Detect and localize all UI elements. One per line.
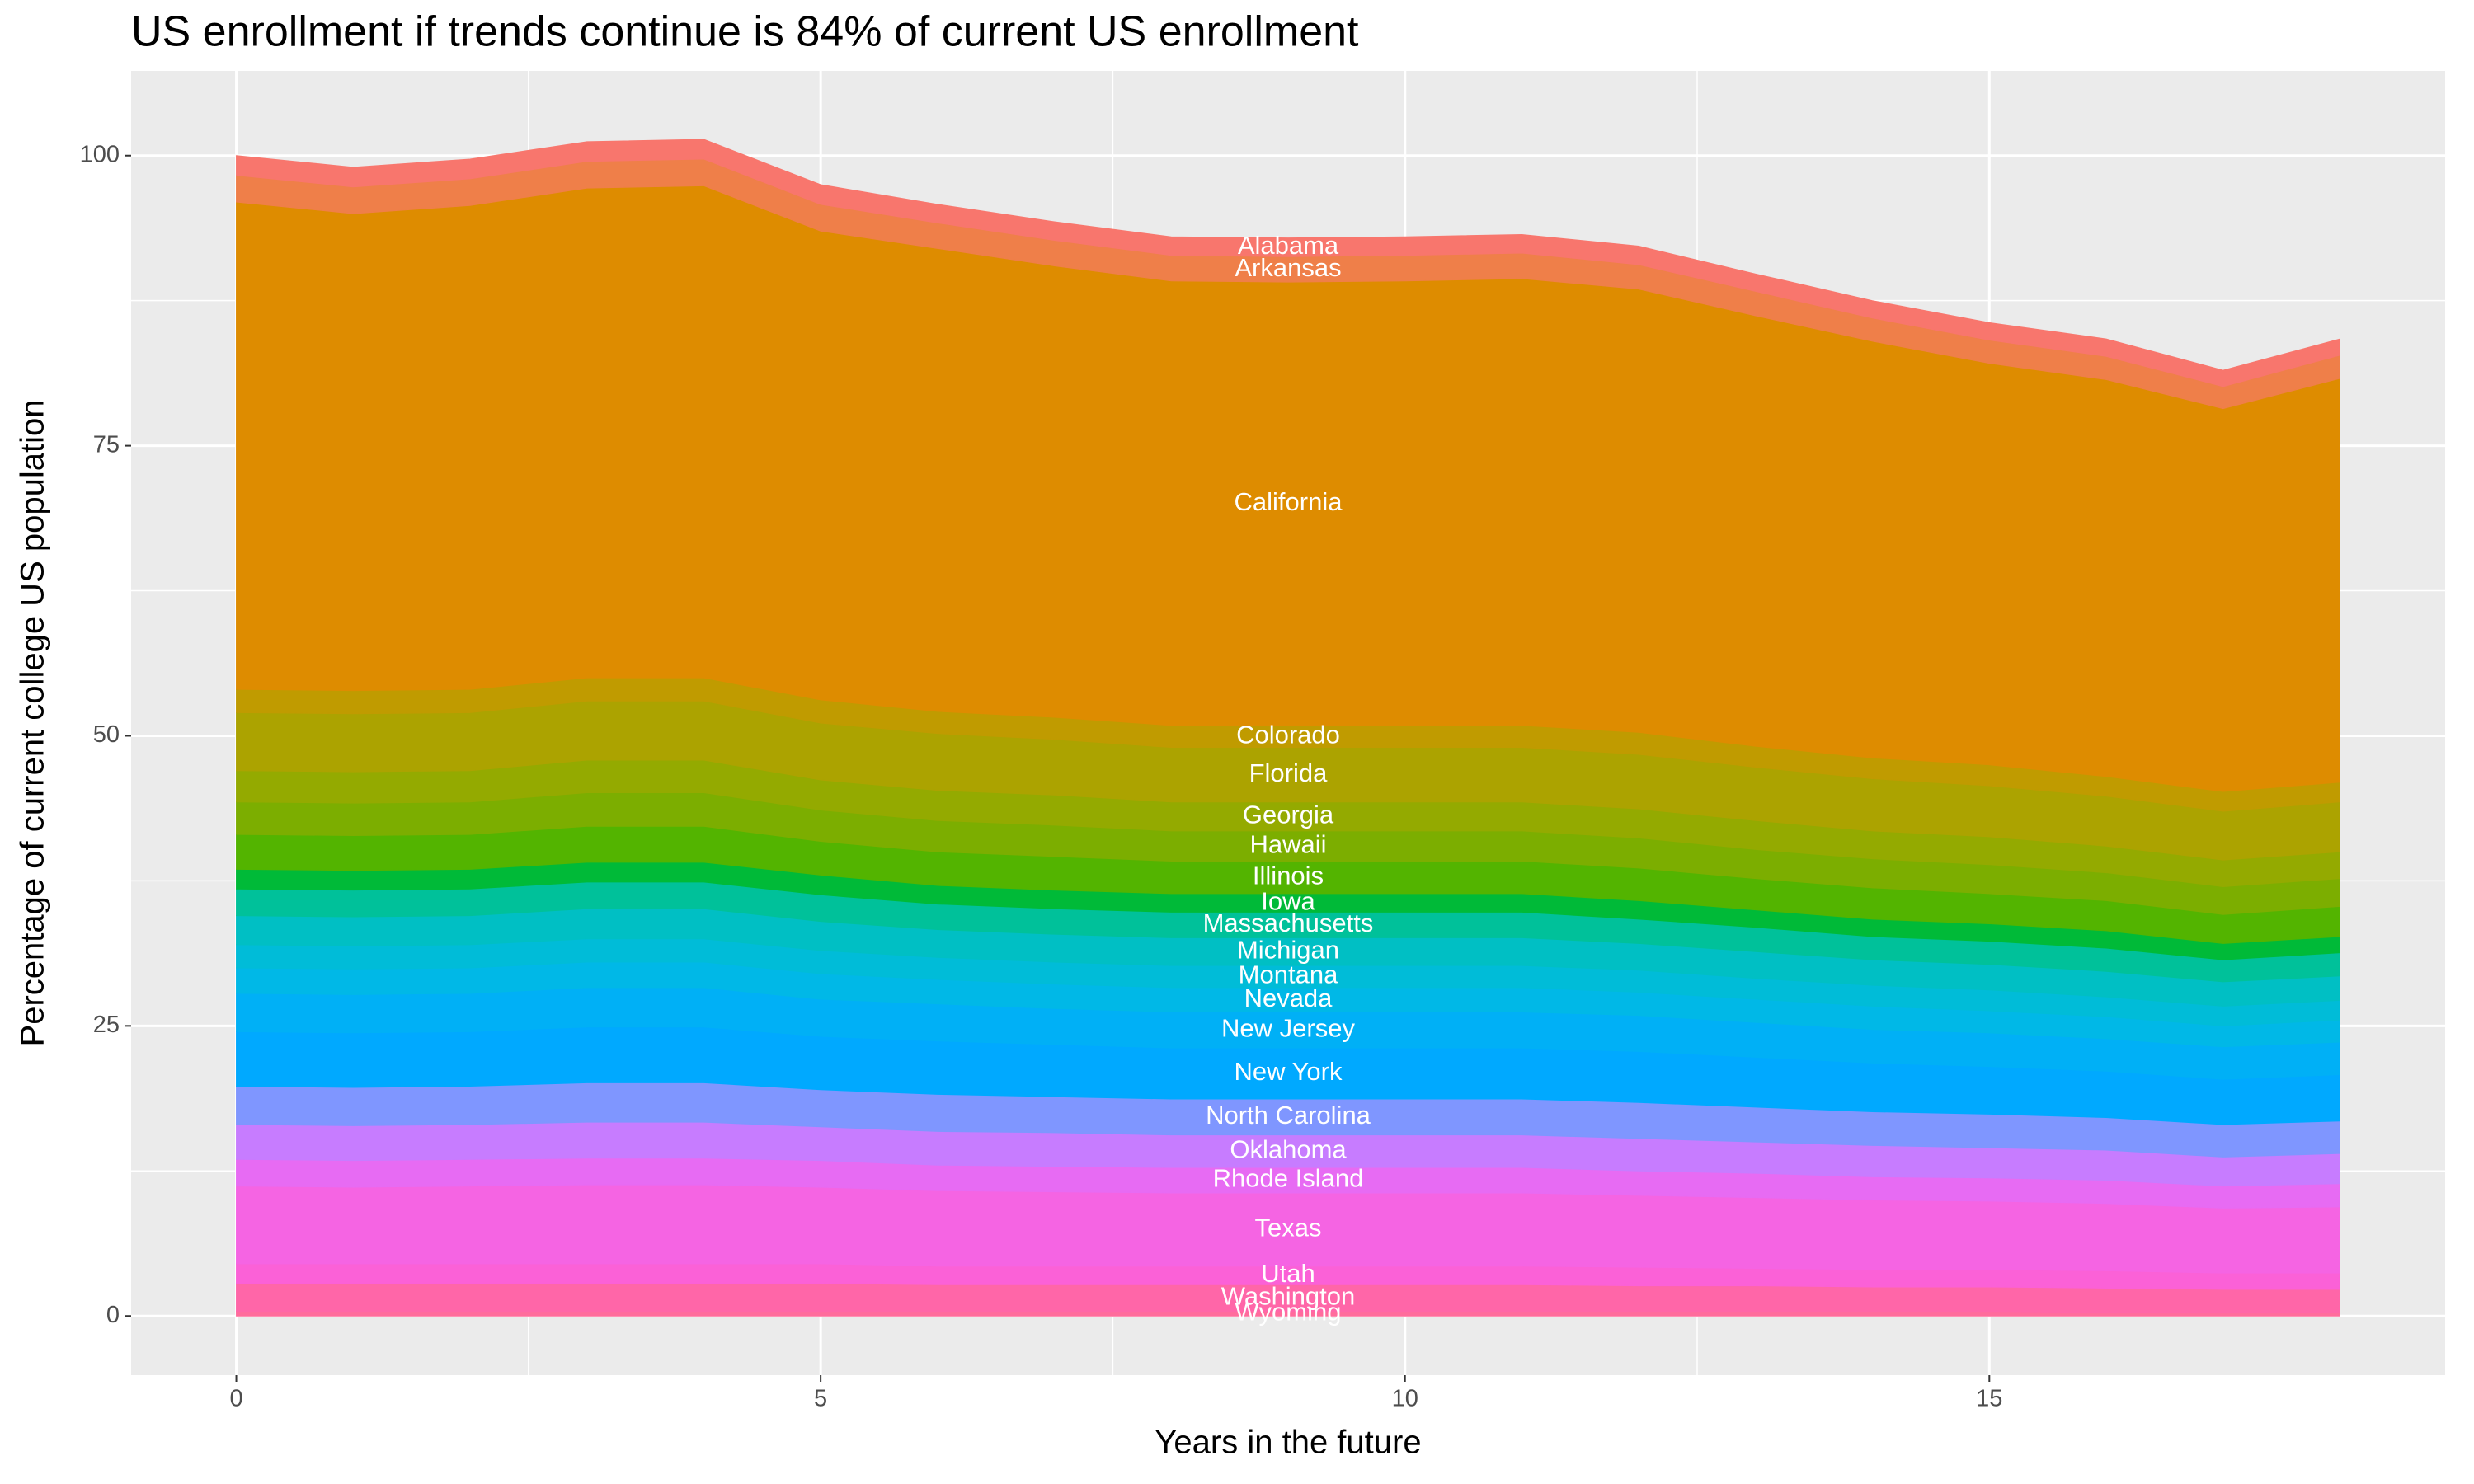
area [236, 139, 2340, 387]
y-tick-label: 0 [106, 1302, 120, 1328]
area-label: Washington [1221, 1282, 1356, 1311]
y-axis-title: Percentage of current college US populat… [15, 400, 51, 1047]
area-label: Georgia [1243, 800, 1334, 829]
area-label: Arkansas [1235, 253, 1341, 282]
area-label: California [1235, 487, 1343, 516]
y-tick-label: 50 [93, 721, 120, 748]
x-tick-label: 0 [229, 1386, 242, 1412]
area-label: Alabama [1238, 231, 1339, 260]
area-label: Illinois [1253, 861, 1324, 890]
area-label: Texas [1255, 1214, 1322, 1242]
area-label: Rhode Island [1213, 1164, 1364, 1193]
area-label: Iowa [1261, 886, 1315, 915]
area-label: Michigan [1237, 935, 1339, 964]
x-axis-title: Years in the future [1155, 1425, 1421, 1461]
x-tick-label: 15 [1976, 1386, 2002, 1412]
areas [236, 139, 2340, 1317]
area-label: Montana [1239, 960, 1338, 989]
y-tick-label: 75 [93, 431, 120, 458]
area-label: Hawaii [1249, 829, 1326, 858]
area-label: North Carolina [1206, 1101, 1371, 1129]
area-label: New York [1235, 1057, 1343, 1086]
x-tick-label: 10 [1392, 1386, 1418, 1412]
area-label: Utah [1261, 1259, 1315, 1288]
y-tick-label: 25 [93, 1012, 120, 1038]
area-label: Oklahoma [1230, 1135, 1347, 1164]
area-label: Wyoming [1235, 1298, 1342, 1327]
area-label: New Jersey [1221, 1013, 1355, 1042]
area-label: Nevada [1244, 984, 1333, 1012]
x-tick-label: 5 [814, 1386, 827, 1412]
area-label: Florida [1249, 758, 1329, 787]
chart-title: US enrollment if trends continue is 84% … [131, 8, 1359, 56]
area-label: Colorado [1236, 720, 1340, 749]
area-label: Massachusetts [1203, 909, 1374, 937]
y-tick-label: 100 [80, 141, 120, 167]
